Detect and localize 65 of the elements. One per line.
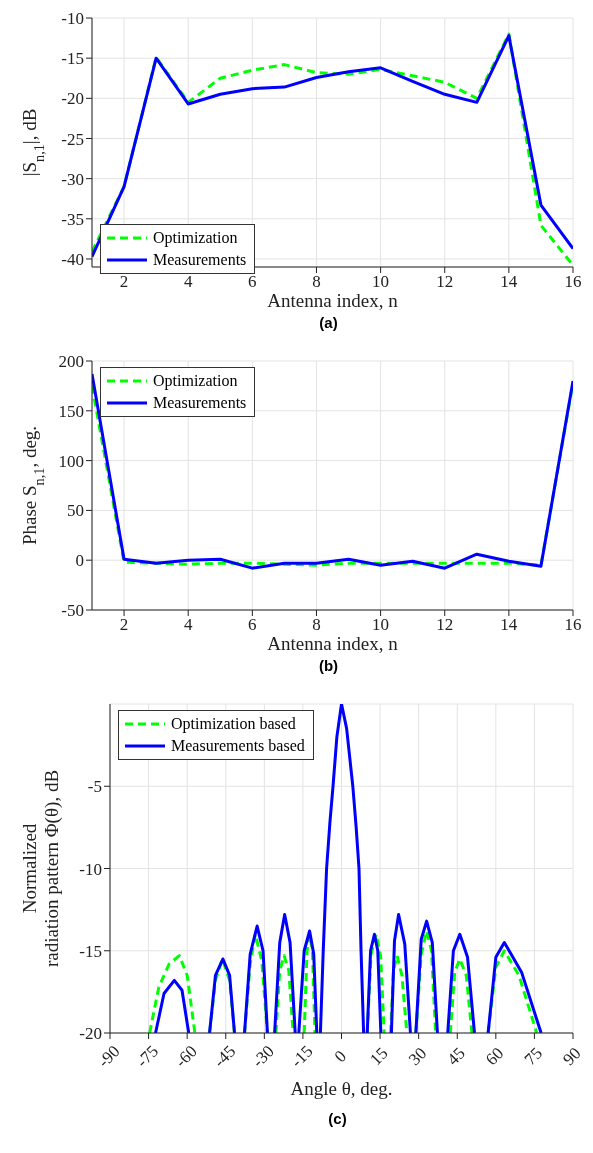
- x-axis-title: Antenna index, n: [267, 633, 399, 655]
- x-axis-title: Antenna index, n: [267, 290, 399, 312]
- x-tick-label: 4: [183, 272, 193, 292]
- x-tick-label: 16: [564, 272, 582, 292]
- y-tick-label: 200: [58, 352, 84, 372]
- x-tick-label: 14: [500, 272, 518, 292]
- y-tick-label: 0: [75, 551, 84, 571]
- x-tick-label: 0: [330, 1046, 351, 1067]
- x-tick-label: -45: [209, 1041, 240, 1072]
- line-series: [148, 954, 197, 1033]
- x-tick-label: 14: [500, 615, 518, 635]
- x-tick-label: 2: [119, 272, 129, 292]
- legend-label: Measurements: [153, 250, 247, 270]
- legend-label: Optimization based: [171, 714, 296, 735]
- y-tick-label: -20: [79, 1024, 102, 1044]
- x-tick-label: 6: [248, 272, 257, 292]
- x-tick-label: 90: [559, 1043, 585, 1070]
- y-axis-title: Normalized radiation pattern Φ(θ), dB: [19, 769, 63, 968]
- x-tick-label: -75: [132, 1041, 163, 1072]
- y-tick-label: 50: [67, 501, 84, 521]
- y-tick-label: -35: [61, 209, 84, 229]
- x-tick-label: 10: [372, 272, 390, 292]
- x-tick-label: -90: [94, 1041, 124, 1072]
- x-tick-label: -15: [287, 1041, 317, 1072]
- legend-label: Measurements: [153, 393, 247, 413]
- text: (a): [318, 314, 339, 331]
- line-series: [389, 954, 409, 1033]
- y-tick-label: -25: [61, 129, 84, 149]
- x-tick-label: 30: [404, 1043, 431, 1070]
- line-series: [446, 932, 476, 1033]
- y-tick-label: -10: [61, 9, 84, 29]
- y-tick-label: -50: [61, 601, 84, 621]
- y-tick-label: -20: [61, 89, 84, 109]
- y-tick-label: 100: [58, 451, 84, 471]
- x-tick-label: 6: [248, 615, 257, 635]
- legend-label: Optimization: [153, 371, 238, 392]
- x-tick-label: 45: [443, 1043, 469, 1070]
- x-tick-label: 60: [481, 1043, 508, 1070]
- y-tick-label: -5: [87, 777, 102, 797]
- text: (b): [317, 657, 340, 674]
- legend-label: Measurements based: [171, 736, 305, 756]
- line-series: [389, 913, 412, 1033]
- x-tick-label: -30: [248, 1041, 278, 1072]
- y-tick-label: -30: [61, 169, 84, 189]
- x-tick-label: 10: [372, 615, 390, 635]
- x-tick-label: 8: [312, 615, 321, 635]
- y-tick-label: -10: [79, 859, 102, 879]
- line-series: [486, 941, 543, 1033]
- x-tick-label: 12: [436, 615, 454, 635]
- x-tick-label: 2: [119, 615, 129, 635]
- x-tick-label: 15: [366, 1043, 392, 1070]
- x-tick-label: 4: [183, 615, 193, 635]
- x-tick-label: 16: [564, 615, 582, 635]
- line-series: [154, 978, 191, 1033]
- x-tick-label: 8: [312, 272, 321, 292]
- y-tick-label: -15: [79, 941, 102, 961]
- legend-label: Optimization: [153, 228, 238, 249]
- y-tick-label: -40: [61, 250, 84, 269]
- text: (c): [327, 1110, 348, 1127]
- x-tick-label: -60: [171, 1041, 201, 1072]
- y-tick-label: -15: [61, 49, 84, 69]
- x-tick-label: 12: [436, 272, 454, 292]
- x-axis-title: Angle θ, deg.: [290, 1078, 393, 1100]
- x-tick-label: 75: [520, 1043, 547, 1070]
- y-tick-label: 150: [58, 401, 84, 421]
